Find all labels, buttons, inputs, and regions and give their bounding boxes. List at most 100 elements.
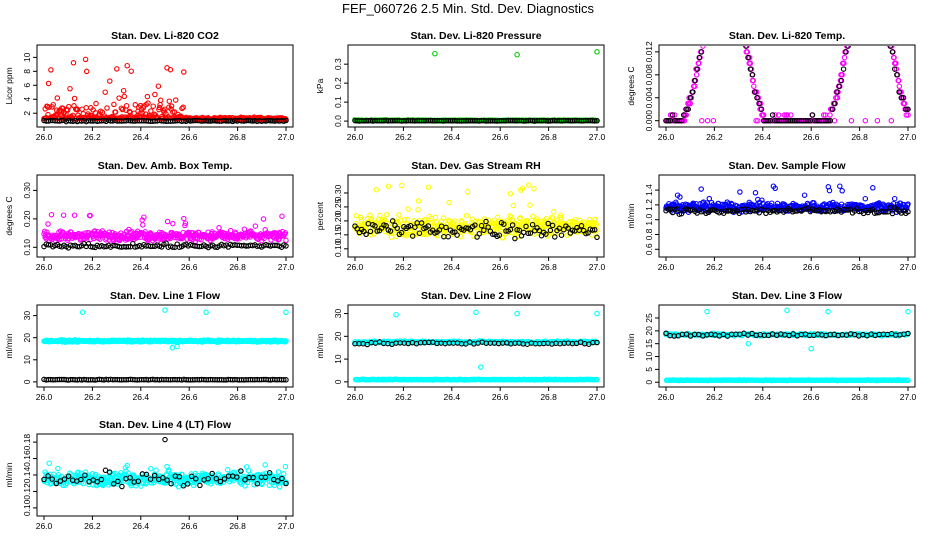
data-point (167, 66, 174, 73)
data-point (45, 242, 52, 248)
data-point (717, 0, 721, 2)
y-tick-label: 0.8 (644, 228, 654, 240)
data-point (121, 93, 128, 100)
data-point (527, 230, 534, 236)
data-point (114, 66, 120, 72)
data-point (738, 21, 742, 25)
data-point (905, 209, 911, 215)
data-point (898, 89, 904, 95)
data-point (841, 60, 847, 67)
x-tick-label: 26.4 (133, 262, 150, 272)
data-point (404, 217, 411, 223)
data-point (848, 117, 855, 124)
data-point (733, 10, 737, 14)
data-point (48, 67, 54, 73)
data-point (515, 230, 522, 236)
data-point (869, 206, 876, 213)
data-point (168, 103, 175, 109)
data-point (396, 212, 402, 218)
data-point (676, 211, 683, 217)
x-tick-label: 26.8 (540, 132, 557, 142)
data-point (853, 10, 857, 14)
data-point (727, 0, 731, 2)
data-point (854, 4, 858, 8)
data-point (142, 229, 148, 235)
y-axis-label: kPa (315, 78, 325, 93)
data-point (879, 10, 883, 14)
data-point (578, 223, 585, 229)
data-point (514, 310, 520, 317)
plot-frame (36, 174, 294, 258)
data-point (861, 0, 865, 2)
data-point (523, 223, 529, 230)
plot-area (352, 309, 600, 383)
data-point (510, 202, 517, 209)
panel-3: Stan. Dev. Li-820 Temp.26.0 26.2 26.4 26.6 2… (626, 0, 917, 142)
x-tick-label: 26.0 (36, 262, 53, 272)
data-point (885, 27, 889, 31)
data-point (854, 10, 858, 14)
x-tick-label: 26.6 (803, 132, 820, 142)
data-point (171, 109, 178, 115)
data-point (166, 98, 173, 104)
y-tick-label: 0.18 (22, 434, 32, 451)
y-tick-label: 30 (22, 311, 32, 321)
data-point (704, 27, 708, 31)
y-axis-label: Licor ppm (4, 67, 14, 104)
data-point (715, 0, 719, 2)
data-point (412, 224, 418, 230)
series-main (352, 49, 600, 124)
y-tick-label: 0.6 (644, 243, 654, 255)
data-point (905, 201, 911, 207)
data-point (876, 4, 880, 8)
data-point (483, 218, 489, 225)
data-point (529, 221, 536, 228)
data-point (850, 27, 854, 31)
y-tick-label: 0.0 (333, 115, 343, 127)
data-point (714, 0, 718, 2)
data-point (79, 309, 86, 316)
data-point (82, 56, 89, 63)
data-point (45, 221, 51, 227)
data-point (837, 183, 843, 189)
data-point (594, 310, 600, 317)
data-point (696, 60, 702, 67)
x-tick-label: 26.4 (755, 392, 772, 402)
data-point (880, 15, 884, 19)
data-point (768, 200, 775, 206)
data-point (747, 66, 754, 72)
data-point (405, 206, 411, 212)
y-tick-label: 10 (22, 52, 32, 62)
data-point (772, 112, 778, 118)
x-tick-label: 26.0 (347, 392, 364, 402)
data-point (701, 38, 705, 42)
data-point (525, 230, 531, 237)
data-point (903, 106, 909, 112)
data-point (671, 112, 678, 118)
data-point (665, 117, 671, 124)
data-point (524, 218, 531, 224)
data-point (144, 93, 151, 100)
data-point (501, 221, 507, 227)
series-ref (352, 117, 600, 124)
data-point (880, 10, 884, 14)
data-point (677, 194, 683, 200)
y-tick-label: 0.14 (22, 466, 32, 483)
data-point (737, 15, 741, 19)
y-axis-label: ml/min (626, 203, 636, 228)
data-point (478, 364, 484, 370)
x-tick-label: 26.0 (658, 132, 675, 142)
series-ref (352, 218, 600, 242)
data-point (260, 216, 267, 222)
data-point (709, 4, 713, 8)
data-point (150, 103, 156, 109)
data-point (734, 4, 738, 8)
data-point (859, 0, 863, 2)
series-ref (352, 339, 600, 348)
data-point (708, 15, 712, 19)
data-point (739, 21, 743, 25)
data-point (449, 229, 456, 235)
data-point (870, 0, 874, 2)
